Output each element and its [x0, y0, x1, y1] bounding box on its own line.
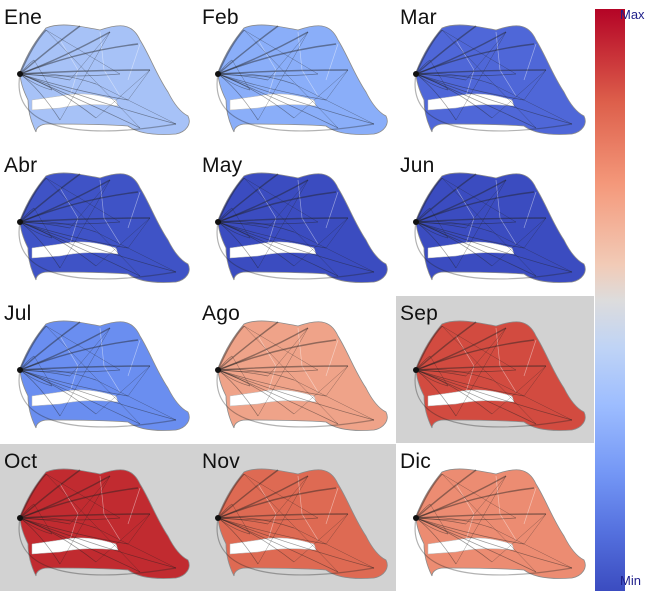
month-label: Sep — [400, 302, 438, 325]
colorbar-min-label: Min — [620, 573, 641, 588]
map-panel-ene: Ene — [0, 0, 198, 147]
month-label: Mar — [400, 6, 437, 29]
choropleth-map — [215, 24, 388, 135]
gambia-gap — [427, 241, 515, 259]
region-borders — [257, 475, 339, 541]
month-label: Jun — [400, 154, 435, 177]
gambia-gap — [229, 241, 317, 259]
choropleth-map — [17, 468, 190, 579]
dakar-node — [413, 515, 419, 521]
month-label: Ene — [4, 6, 42, 29]
mobility-network — [414, 469, 573, 576]
colorbar-max-label: Max — [620, 7, 645, 22]
mobility-network — [414, 321, 573, 428]
mobility-network — [216, 321, 375, 428]
month-label: Oct — [4, 450, 38, 473]
choropleth-map — [17, 24, 190, 135]
choropleth-map — [413, 24, 586, 135]
month-label: Jul — [4, 302, 32, 325]
map-panel-sep: Sep — [396, 296, 594, 443]
gambia-gap — [427, 537, 515, 555]
map-panel-ago: Ago — [198, 296, 396, 443]
mobility-network — [18, 321, 177, 428]
colorbar — [595, 9, 625, 591]
map-panel-nov: Nov — [198, 444, 396, 591]
gambia-gap — [229, 389, 317, 407]
region-borders — [257, 327, 339, 393]
month-label: Abr — [4, 154, 38, 177]
choropleth-map — [215, 468, 388, 579]
choropleth-map — [413, 468, 586, 579]
mobility-network — [414, 173, 573, 280]
choropleth-map — [413, 172, 586, 283]
choropleth-map — [413, 320, 586, 431]
choropleth-map — [17, 320, 190, 431]
dakar-node — [17, 367, 23, 373]
choropleth-map — [215, 172, 388, 283]
map-panel-may: May — [198, 148, 396, 295]
month-label: Dic — [400, 450, 431, 473]
map-panel-jun: Jun — [396, 148, 594, 295]
dakar-node — [413, 219, 419, 225]
month-label: May — [202, 154, 243, 177]
map-panel-feb: Feb — [198, 0, 396, 147]
dakar-node — [215, 367, 221, 373]
map-panel-jul: Jul — [0, 296, 198, 443]
dakar-node — [17, 219, 23, 225]
map-panel-mar: Mar — [396, 0, 594, 147]
map-panel-dic: Dic — [396, 444, 594, 591]
month-label: Feb — [202, 6, 239, 29]
region-borders — [59, 475, 141, 541]
region-borders — [257, 31, 339, 97]
month-label: Nov — [202, 450, 240, 473]
dakar-node — [413, 367, 419, 373]
region-borders — [59, 179, 141, 245]
mobility-network — [414, 25, 573, 132]
region-borders — [59, 31, 141, 97]
month-label: Ago — [202, 302, 240, 325]
map-panel-abr: Abr — [0, 148, 198, 295]
mobility-network — [216, 173, 375, 280]
region-borders — [257, 179, 339, 245]
region-borders — [455, 327, 537, 393]
dakar-node — [413, 71, 419, 77]
mobility-network — [18, 25, 177, 132]
region-borders — [59, 327, 141, 393]
gambia-gap — [229, 537, 317, 555]
dakar-node — [17, 71, 23, 77]
gambia-gap — [427, 389, 515, 407]
dakar-node — [215, 71, 221, 77]
dakar-node — [215, 219, 221, 225]
region-borders — [455, 31, 537, 97]
mobility-network — [216, 25, 375, 132]
choropleth-map — [17, 172, 190, 283]
map-panel-oct: Oct — [0, 444, 198, 591]
region-borders — [455, 179, 537, 245]
gambia-gap — [31, 537, 119, 555]
gambia-gap — [31, 93, 119, 111]
region-borders — [455, 475, 537, 541]
gambia-gap — [31, 241, 119, 259]
dakar-node — [215, 515, 221, 521]
mobility-network — [18, 469, 177, 576]
gambia-gap — [427, 93, 515, 111]
choropleth-map — [215, 320, 388, 431]
gambia-gap — [229, 93, 317, 111]
mobility-network — [216, 469, 375, 576]
dakar-node — [17, 515, 23, 521]
mobility-network — [18, 173, 177, 280]
map-grid: Ene Feb Mar Abr May Jun Jul Ago Sep Oct Nov Dic — [0, 0, 594, 591]
gambia-gap — [31, 389, 119, 407]
